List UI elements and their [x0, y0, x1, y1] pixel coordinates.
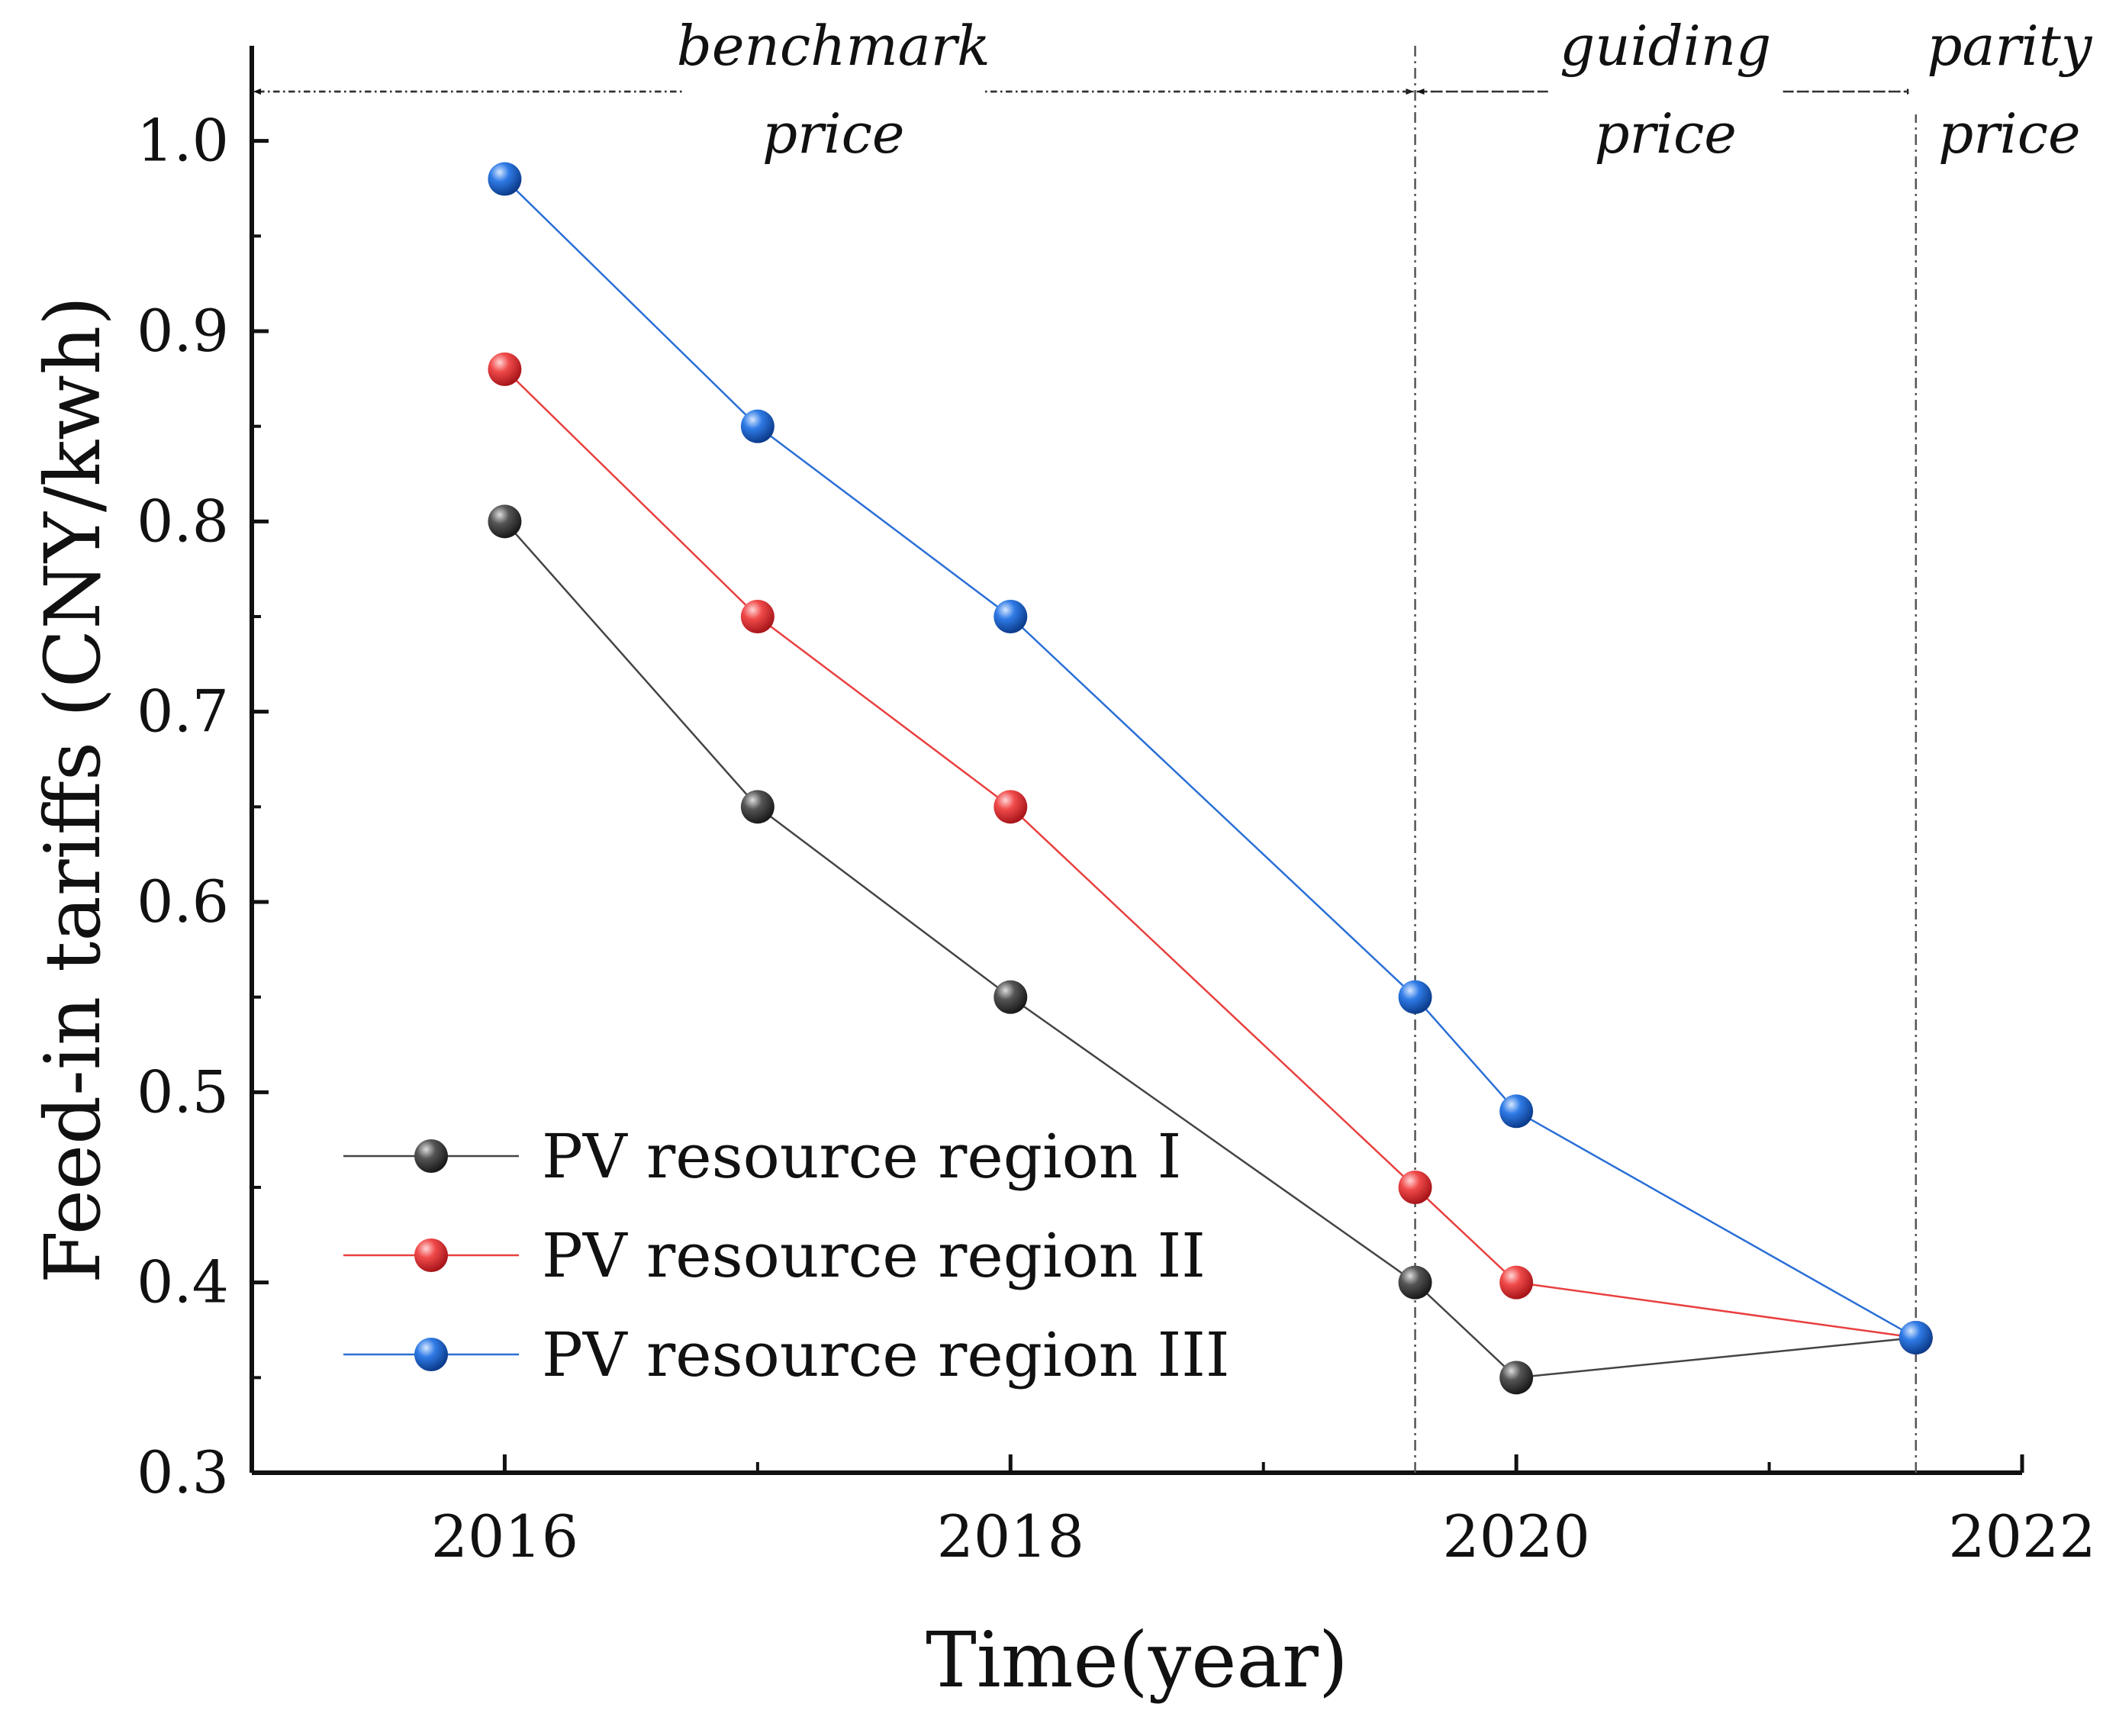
data-point	[1398, 1171, 1432, 1204]
y-tick-label: 0.8	[137, 487, 229, 555]
data-point	[488, 352, 522, 386]
data-point	[488, 504, 522, 539]
region-label-line1: parity	[1927, 14, 2092, 78]
region-label-line1: guiding	[1560, 14, 1771, 78]
legend-marker	[414, 1139, 448, 1173]
series-line	[504, 368, 1916, 1339]
legend: PV resource region I PV resource region I…	[343, 1121, 1229, 1390]
region-label-line2: price	[762, 101, 904, 166]
data-point	[1499, 1361, 1534, 1395]
legend-label: PV resource region I	[542, 1121, 1181, 1192]
y-tick-label: 1.0	[137, 107, 229, 175]
x-tick-label: 2016	[431, 1502, 578, 1570]
region-annotation-guiding: guiding price	[1416, 14, 1915, 166]
x-tick-label: 2018	[937, 1502, 1084, 1570]
data-point	[1499, 1265, 1534, 1300]
data-point	[1499, 1094, 1534, 1129]
series-line	[504, 178, 1917, 1339]
x-axis-title: Time(year)	[926, 1615, 1348, 1705]
data-point	[1398, 1265, 1432, 1300]
data-point	[994, 600, 1028, 633]
data-point	[740, 600, 775, 633]
region-annotation-parity: parity price	[1908, 14, 2103, 166]
x-tick-label: 2022	[1948, 1502, 2095, 1570]
data-point	[740, 790, 775, 824]
legend-label: PV resource region III	[542, 1319, 1229, 1390]
y-tick-label: 0.3	[137, 1438, 229, 1506]
region-label-line1: benchmark	[677, 14, 990, 78]
data-point	[994, 790, 1028, 824]
series-region-2	[488, 352, 1933, 1354]
legend-item-1: PV resource region I	[343, 1121, 1181, 1192]
series-region-3	[488, 162, 1933, 1354]
data-point	[1398, 980, 1432, 1014]
legend-label: PV resource region II	[542, 1220, 1206, 1291]
legend-item-2: PV resource region II	[343, 1220, 1206, 1291]
y-tick-label: 0.5	[137, 1058, 229, 1126]
y-tick-label: 0.9	[137, 297, 229, 365]
region-label-line2: price	[1594, 101, 1736, 166]
plot-area: 0.3 0.4 0.5 0.6 0.7 0.8 0.9 1.0 2016 2018 2020 2022…	[28, 14, 2103, 1705]
series-line	[504, 520, 1916, 1379]
legend-marker	[414, 1338, 448, 1371]
region-label-bg	[1908, 31, 2103, 114]
legend-item-3: PV resource region III	[343, 1319, 1229, 1390]
x-tick-label: 2020	[1442, 1502, 1589, 1570]
y-tick-label: 0.7	[137, 678, 229, 746]
region-label-bg	[1547, 31, 1783, 114]
data-point	[740, 409, 775, 443]
legend-marker	[414, 1238, 448, 1272]
data-point	[994, 980, 1028, 1014]
y-axis-title: Feed-in tariffs (CNY/kwh)	[28, 296, 118, 1283]
region-label-bg	[682, 31, 985, 114]
region-annotation-benchmark: benchmark price	[253, 14, 1414, 166]
data-point	[1898, 1320, 1933, 1354]
data-point	[488, 162, 522, 196]
y-tick-label: 0.4	[137, 1248, 229, 1316]
region-label-line2: price	[1938, 101, 2080, 166]
y-tick-label: 0.6	[137, 868, 229, 936]
